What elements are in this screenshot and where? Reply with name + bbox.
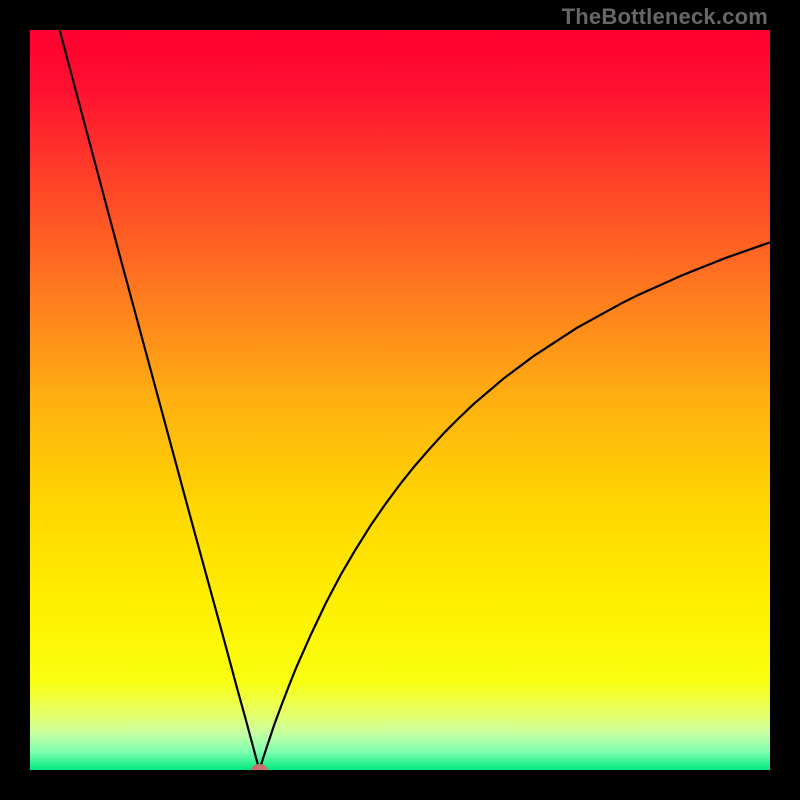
watermark-text: TheBottleneck.com: [562, 4, 768, 30]
plot-area: [30, 30, 770, 770]
bottleneck-curve-chart: [30, 30, 770, 770]
gradient-background: [30, 30, 770, 770]
chart-frame: TheBottleneck.com: [0, 0, 800, 800]
